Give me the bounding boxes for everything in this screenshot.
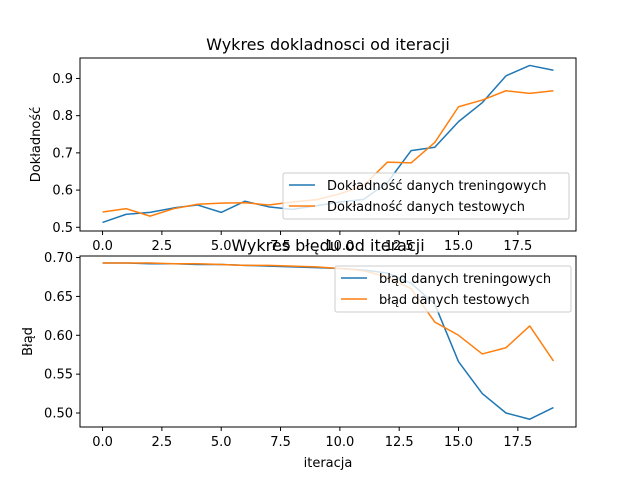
accuracy-x-tick-label: 7.5 bbox=[270, 239, 291, 254]
accuracy-legend: Dokładność danych treningowych Dokładnoś… bbox=[282, 172, 570, 220]
loss-y-tick-label: 0.70 bbox=[44, 251, 73, 266]
loss-y-tick-label: 0.55 bbox=[44, 368, 73, 383]
loss-chart-title: Wykres błędu od iteracji bbox=[231, 236, 424, 255]
legend-label-test-accuracy: Dokładność danych testowych bbox=[327, 200, 525, 215]
accuracy-x-tick-label: 5.0 bbox=[211, 239, 232, 254]
loss-x-tick-label: 17.5 bbox=[503, 435, 532, 450]
loss-x-tick-label: 0.0 bbox=[92, 435, 113, 450]
loss-y-tick-label: 0.50 bbox=[44, 407, 73, 422]
loss-x-tick-label: 12.5 bbox=[385, 435, 414, 450]
accuracy-x-tick-label: 15.0 bbox=[444, 239, 473, 254]
accuracy-x-tick-label: 0.0 bbox=[92, 239, 113, 254]
accuracy-y-tick-label: 0.9 bbox=[52, 72, 73, 87]
loss-x-tick-label: 7.5 bbox=[270, 435, 291, 450]
accuracy-axes-frame bbox=[79, 57, 577, 232]
loss-x-tick-label: 15.0 bbox=[444, 435, 473, 450]
loss-x-tick-label: 10.0 bbox=[325, 435, 354, 450]
accuracy-x-tick-label: 17.5 bbox=[503, 239, 532, 254]
loss-legend-box bbox=[334, 265, 572, 313]
loss-y-tick-label: 0.60 bbox=[44, 329, 73, 344]
accuracy-chart-title: Wykres dokladnosci od iteracji bbox=[206, 35, 450, 54]
accuracy-subplot: 0.0 2.5 5.0 7.5 10.0 12.5 15.0 17.5 0.5 0.6 0.7 0.8… bbox=[29, 35, 577, 254]
loss-subplot: 0.0 2.5 5.0 7.5 10.0 12.5 15.0 17.5 0.50 0.55 0.60… bbox=[21, 236, 577, 471]
loss-legend: błąd danych treningowych błąd danych tes… bbox=[334, 265, 572, 313]
accuracy-y-tick-label: 0.8 bbox=[52, 109, 73, 124]
loss-x-axis-label: iteracja bbox=[304, 456, 353, 471]
accuracy-y-tick-label: 0.7 bbox=[52, 146, 73, 161]
accuracy-y-tick-label: 0.5 bbox=[52, 221, 73, 236]
accuracy-x-tick-label: 12.5 bbox=[385, 239, 414, 254]
legend-label-test-loss: błąd danych testowych bbox=[379, 293, 530, 308]
loss-y-axis-label: Błąd bbox=[21, 327, 36, 356]
loss-x-tick-label: 5.0 bbox=[211, 435, 232, 450]
accuracy-legend-box bbox=[282, 172, 570, 220]
loss-y-tick-label: 0.65 bbox=[44, 290, 73, 305]
accuracy-x-tick-label: 10.0 bbox=[325, 239, 354, 254]
loss-axes-frame bbox=[79, 255, 577, 428]
loss-series-line-test bbox=[102, 262, 555, 362]
legend-label-training-loss: błąd danych treningowych bbox=[379, 272, 551, 287]
accuracy-x-tick-label: 2.5 bbox=[152, 239, 173, 254]
accuracy-y-axis-label: Dokładność bbox=[29, 107, 44, 183]
loss-x-tick-label: 2.5 bbox=[152, 435, 173, 450]
legend-label-training-accuracy: Dokładność danych treningowych bbox=[327, 179, 546, 194]
accuracy-y-tick-label: 0.6 bbox=[52, 184, 73, 199]
